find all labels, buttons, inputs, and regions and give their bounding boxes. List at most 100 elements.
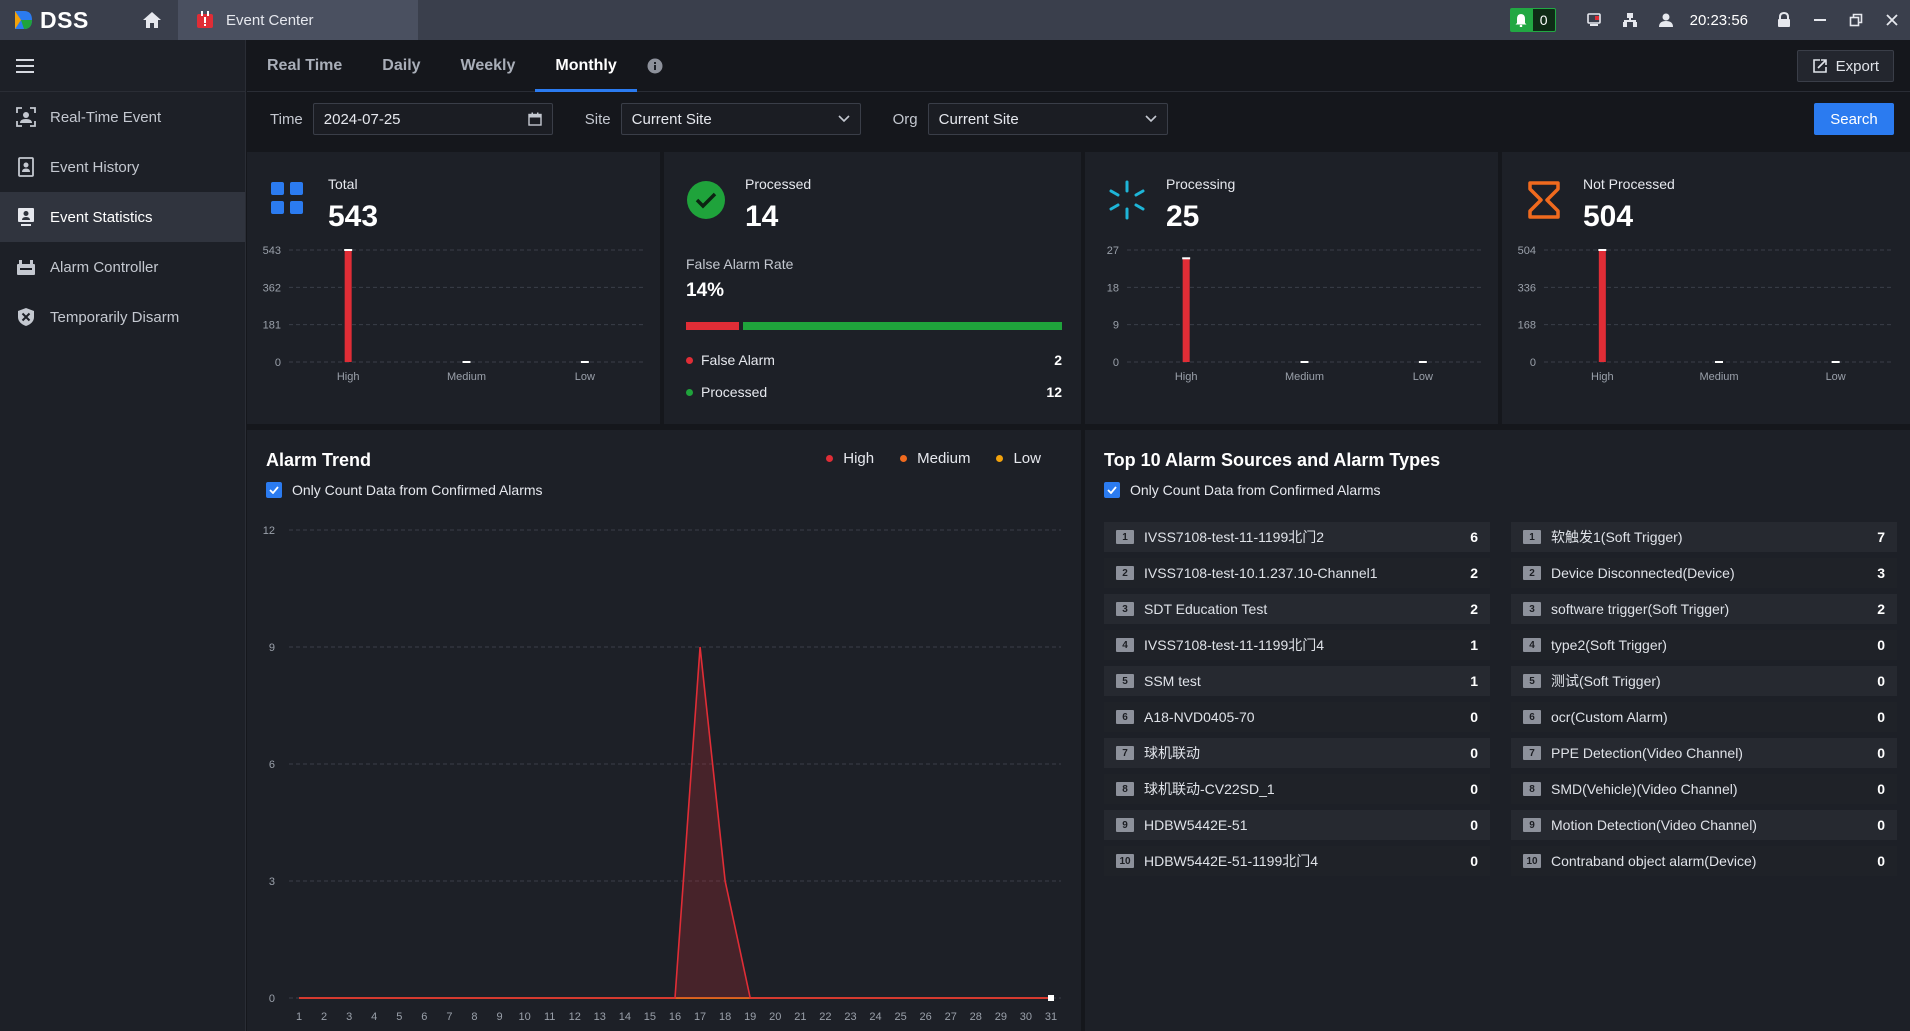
restore-button[interactable]: [1838, 0, 1874, 40]
alarm-count: 0: [1470, 817, 1478, 833]
alarm-type-row: 2 Device Disconnected(Device) 3: [1511, 558, 1897, 588]
alarm-type-row: 3 software trigger(Soft Trigger) 2: [1511, 594, 1897, 624]
x-tick-label: 17: [694, 1011, 706, 1023]
x-tick-label: 18: [719, 1011, 731, 1023]
alarm-type-row: 4 type2(Soft Trigger) 0: [1511, 630, 1897, 660]
trend-confirmed-checkbox[interactable]: Only Count Data from Confirmed Alarms: [266, 482, 543, 498]
rank-badge: 3: [1116, 602, 1134, 616]
site-value: Current Site: [631, 110, 712, 128]
export-button[interactable]: Export: [1796, 50, 1894, 82]
alarm-source-row: 8 球机联动-CV22SD_1 0: [1104, 774, 1490, 804]
processed-count: 12: [1046, 384, 1062, 400]
user-icon: [1658, 13, 1673, 27]
rank-badge: 6: [1116, 710, 1134, 724]
checkbox-checked-icon: [1104, 482, 1120, 498]
rank-badge: 8: [1523, 782, 1541, 796]
time-label: Time: [270, 110, 303, 128]
sidebar-item-temporarily-disarm[interactable]: Temporarily Disarm: [0, 292, 245, 342]
tab-real-time[interactable]: Real Time: [247, 40, 362, 91]
alarm-source-row: 5 SSM test 1: [1104, 666, 1490, 696]
rank-badge: 5: [1116, 674, 1134, 688]
notification-badge[interactable]: 0: [1509, 8, 1556, 32]
legend-low-label: Low: [1013, 450, 1041, 467]
top-bar: DSS Event Center 0 20:23:56: [0, 0, 1910, 40]
x-tick-label: Medium: [1699, 371, 1738, 383]
lock-button[interactable]: [1766, 0, 1802, 40]
legend-low[interactable]: Low: [996, 450, 1041, 467]
medium-dot: [900, 455, 908, 462]
top-alarm-sources-list: 1 IVSS7108-test-11-1199北门2 6 2 IVSS7108-test…: [1104, 522, 1490, 882]
x-tick-label: 31: [1045, 1011, 1057, 1023]
tab-daily[interactable]: Daily: [362, 40, 440, 91]
tab-monthly[interactable]: Monthly: [535, 40, 638, 92]
y-tick-label: 0: [269, 993, 275, 1005]
bell-icon: [1515, 14, 1527, 27]
bar-cap-low: [580, 361, 589, 363]
x-tick-label: 27: [945, 1011, 957, 1023]
x-tick-label: High: [337, 371, 360, 383]
type-name: 测试(Soft Trigger): [1551, 673, 1661, 689]
x-tick-label: 10: [518, 1011, 530, 1023]
y-tick-label: 18: [1107, 282, 1119, 294]
network-button[interactable]: [1612, 0, 1648, 40]
alarm-source-row: 10 HDBW5442E-51-1199北门4 0: [1104, 846, 1490, 876]
alarm-count: 3: [1877, 565, 1885, 581]
legend-processed: Processed 12: [686, 384, 1062, 400]
not-processed-bar-chart: 0 168 336 504 High Medium Low: [1518, 245, 1894, 383]
alarm-source-row: 6 A18-NVD0405-70 0: [1104, 702, 1490, 732]
source-name: IVSS7108-test-10.1.237.10-Channel1: [1144, 565, 1378, 581]
chevron-down-icon: [1145, 115, 1157, 123]
rank-badge: 10: [1523, 854, 1541, 868]
alarm-count: 1: [1470, 673, 1478, 689]
source-name: HDBW5442E-51-1199北门4: [1144, 853, 1319, 869]
bar-cap-high: [1182, 257, 1191, 260]
close-button[interactable]: [1874, 0, 1910, 40]
home-button[interactable]: [132, 0, 172, 40]
series-high-area: [299, 647, 1051, 998]
alarm-flag-button[interactable]: [1576, 0, 1612, 40]
alarm-type-row: 1 软触发1(Soft Trigger) 7: [1511, 522, 1897, 552]
time-picker[interactable]: 2024-07-25: [312, 103, 553, 135]
alarm-type-row: 10 Contraband object alarm(Device) 0: [1511, 846, 1897, 876]
sidebar-item-real-time-event[interactable]: Real-Time Event: [0, 92, 245, 142]
menu-button[interactable]: [0, 40, 245, 92]
top10-confirmed-checkbox[interactable]: Only Count Data from Confirmed Alarms: [1104, 482, 1381, 498]
rank-badge: 4: [1116, 638, 1134, 652]
legend-medium[interactable]: Medium: [900, 450, 970, 467]
type-name: Contraband object alarm(Device): [1551, 853, 1757, 869]
legend-high[interactable]: High: [826, 450, 874, 467]
x-tick-label: 13: [594, 1011, 606, 1023]
info-button[interactable]: [647, 40, 663, 91]
tab-event-center-label: Event Center: [226, 11, 314, 29]
high-dot: [826, 455, 834, 462]
tab-event-center[interactable]: Event Center: [178, 0, 418, 40]
rank-badge: 9: [1523, 818, 1541, 832]
false-alarm-label: False Alarm: [701, 352, 775, 368]
x-tick-label: 7: [446, 1011, 452, 1023]
user-button[interactable]: [1648, 0, 1684, 40]
rank-badge: 3: [1523, 602, 1541, 616]
x-tick-label: 3: [346, 1011, 352, 1023]
sidebar-item-event-statistics[interactable]: Event Statistics: [0, 192, 245, 242]
y-tick-label: 181: [263, 320, 281, 332]
x-tick-label: 24: [869, 1011, 881, 1023]
search-button[interactable]: Search: [1814, 103, 1894, 135]
alarm-trend-legend: High Medium Low: [826, 450, 1041, 467]
processed-title: Processed: [745, 176, 812, 192]
sidebar-item-label: Alarm Controller: [50, 258, 159, 276]
sidebar-item-label: Temporarily Disarm: [50, 308, 180, 326]
event-history-icon: [18, 157, 34, 177]
org-select[interactable]: Current Site: [927, 103, 1168, 135]
tab-weekly[interactable]: Weekly: [441, 40, 536, 91]
processing-card: Processing 25 0 9 18 27 High Medium Low: [1085, 152, 1498, 424]
sidebar-item-alarm-controller[interactable]: Alarm Controller: [0, 242, 245, 292]
bar-cap-medium: [462, 361, 471, 363]
export-icon: [1812, 59, 1827, 73]
site-select[interactable]: Current Site: [620, 103, 861, 135]
y-tick-label: 9: [1113, 320, 1119, 332]
minimize-button[interactable]: [1802, 0, 1838, 40]
alarm-count: 0: [1877, 745, 1885, 761]
x-tick-label: Low: [1826, 371, 1846, 383]
sidebar-item-event-history[interactable]: Event History: [0, 142, 245, 192]
total-bar-chart: 0 181 362 543 High Medium Low: [263, 245, 644, 383]
